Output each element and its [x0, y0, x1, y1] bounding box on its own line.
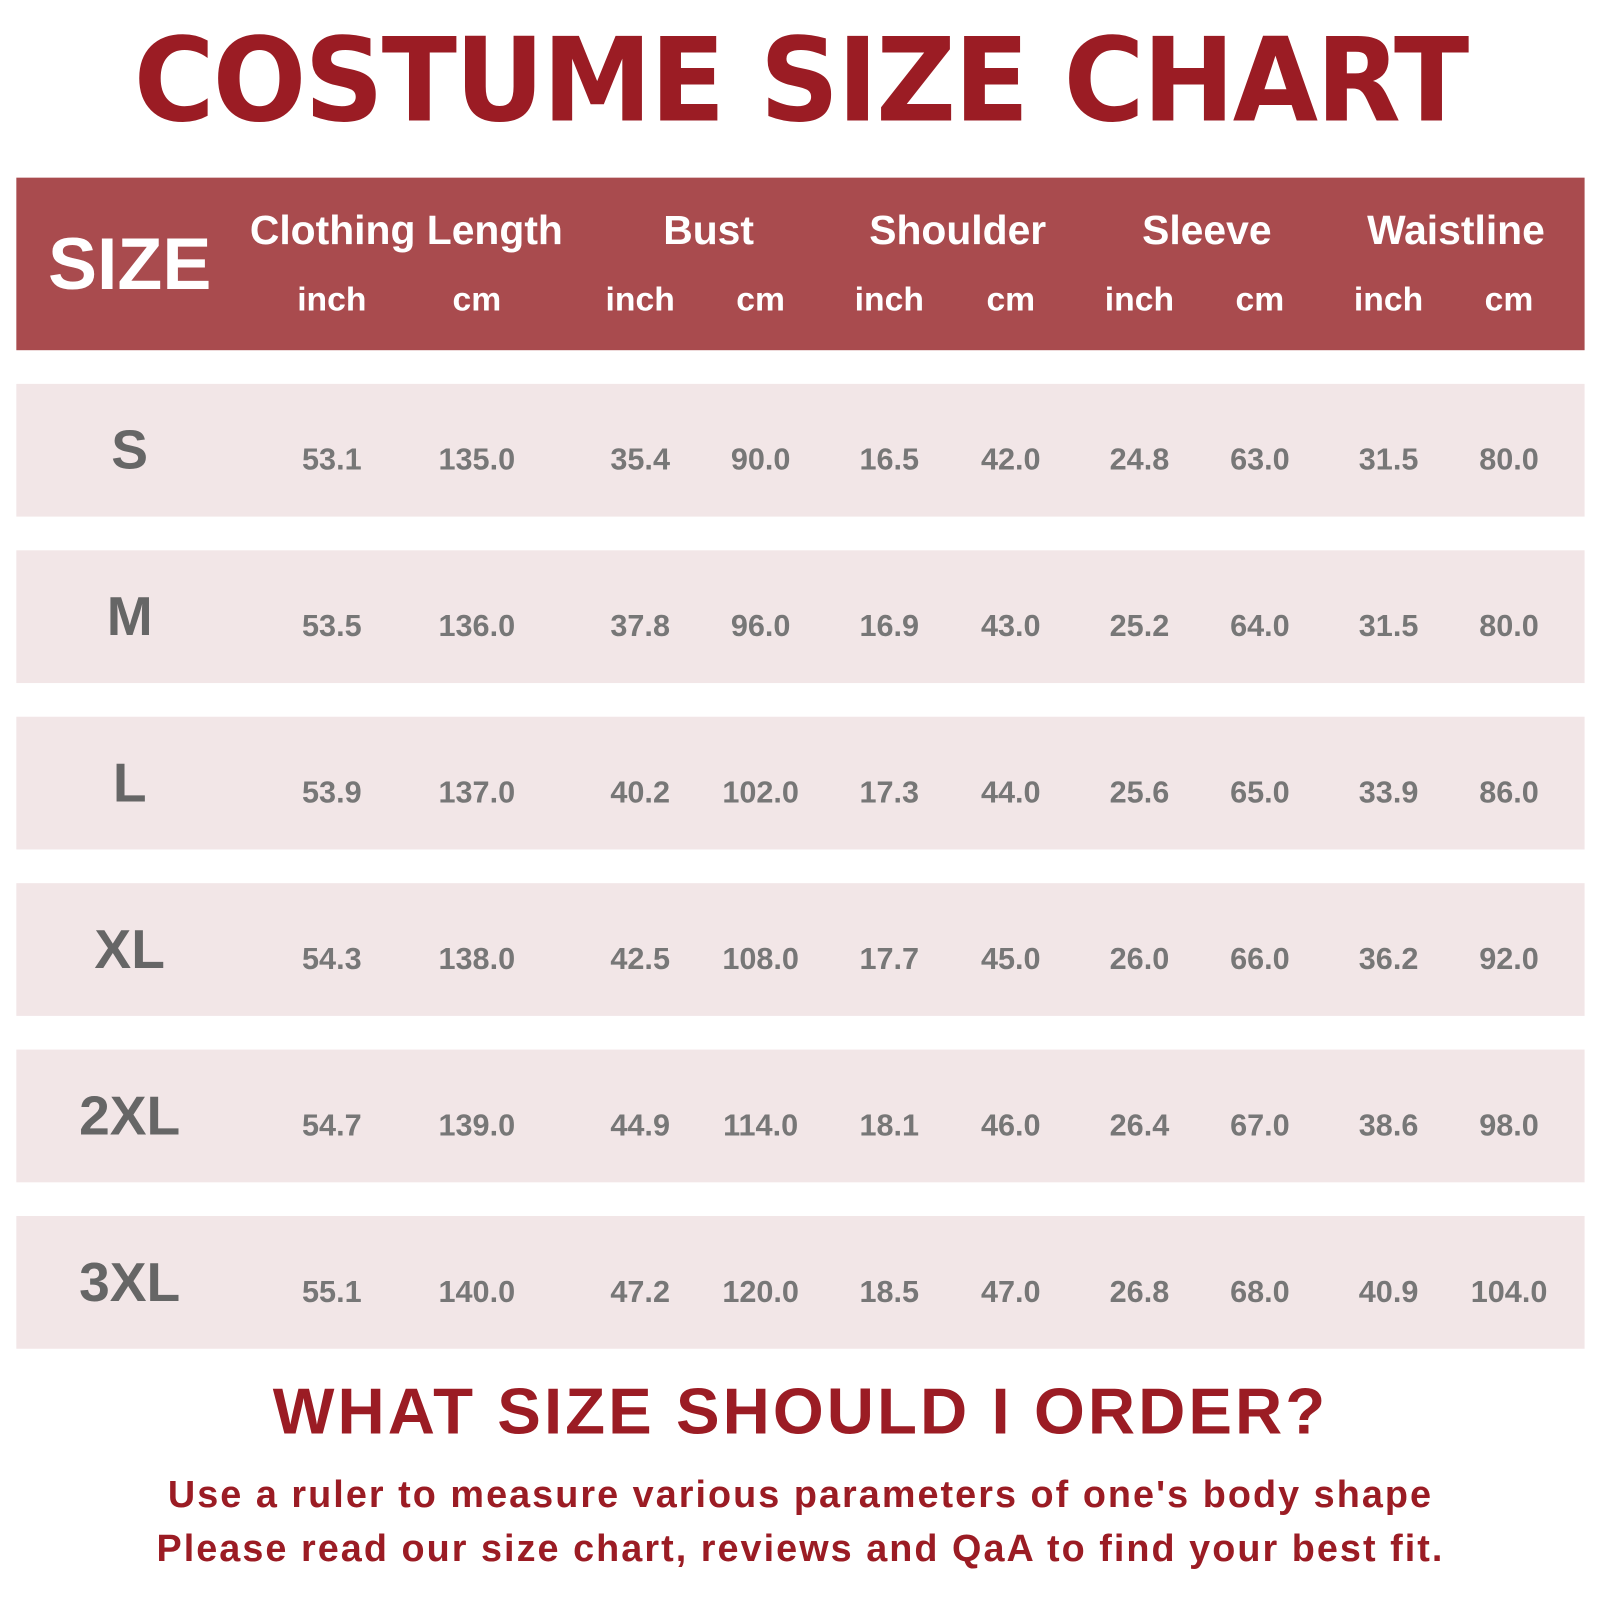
- size-label: S: [111, 419, 149, 481]
- size-label: 3XL: [79, 1251, 181, 1314]
- column-group-header: Sleeve: [1142, 208, 1272, 254]
- table-cell: 53.5: [302, 609, 362, 644]
- table-cell: 43.0: [980, 609, 1041, 644]
- table-cell: 68.0: [1230, 1275, 1290, 1309]
- table-cell: 17.7: [859, 942, 920, 977]
- table-cell: 120.0: [722, 1275, 799, 1309]
- table-cell: 18.1: [859, 1108, 920, 1143]
- table-cell: 102.0: [722, 775, 799, 810]
- table-row: XL 54.3 138.0 42.5 108.0 17.7 45.0 26.0 66.0 36.2…: [16, 883, 1585, 1016]
- unit-header-inch: inch: [1104, 279, 1175, 318]
- table-cell: 16.5: [859, 443, 920, 477]
- table-cell: 31.5: [1358, 609, 1419, 644]
- table-row: L 53.9 137.0 40.2 102.0 17.3 44.0 25.6 65.0 33.9 8…: [16, 716, 1585, 850]
- table-cell: 86.0: [1479, 775, 1539, 810]
- table-cell: 25.2: [1109, 609, 1170, 644]
- unit-header-inch: inch: [297, 279, 367, 318]
- table-cell: 47.0: [980, 1275, 1041, 1309]
- table-cell: 92.0: [1479, 942, 1539, 977]
- table-row: 2XL 54.7 139.0 44.9 114.0 18.1 46.0 26.4 67.0 38.…: [16, 1049, 1585, 1183]
- column-group-header: Shoulder: [869, 208, 1047, 254]
- table-cell: 16.9: [859, 609, 920, 644]
- table-row: 3XL 55.1 140.0 47.2 120.0 18.5 47.0 26.8 68.0 40.…: [16, 1216, 1585, 1349]
- table-cell: 54.7: [302, 1108, 362, 1143]
- table-cell: 63.0: [1230, 443, 1290, 477]
- table-cell: 137.0: [438, 775, 516, 810]
- table-cell: 108.0: [722, 942, 799, 977]
- table-cell: 53.1: [302, 443, 362, 477]
- column-group-header: Bust: [663, 208, 754, 254]
- table-cell: 24.8: [1109, 443, 1170, 477]
- unit-header-inch: inch: [1353, 279, 1424, 318]
- unit-header-cm: cm: [1235, 279, 1285, 318]
- table-cell: 26.4: [1109, 1108, 1170, 1143]
- table-cell: 38.6: [1358, 1108, 1419, 1143]
- table-cell: 66.0: [1230, 942, 1290, 977]
- table-cell: 18.5: [859, 1275, 920, 1309]
- table-cell: 135.0: [438, 443, 516, 477]
- table-cell: 40.9: [1358, 1275, 1419, 1309]
- unit-header-cm: cm: [986, 279, 1036, 318]
- unit-header-cm: cm: [736, 279, 785, 318]
- table-cell: 44.0: [980, 775, 1041, 810]
- table-cell: 64.0: [1230, 609, 1290, 644]
- table-cell: 42.0: [980, 443, 1041, 477]
- size-label: L: [112, 752, 147, 814]
- size-label: 2XL: [79, 1085, 181, 1147]
- table-cell: 67.0: [1230, 1108, 1290, 1143]
- table-cell: 54.3: [302, 942, 362, 977]
- size-label: M: [106, 586, 153, 648]
- table-cell: 114.0: [723, 1108, 799, 1143]
- table-cell: 35.4: [610, 443, 670, 477]
- table-cell: 80.0: [1479, 443, 1539, 477]
- table-cell: 26.0: [1109, 942, 1170, 977]
- table-cell: 25.6: [1109, 775, 1170, 810]
- table-cell: 26.8: [1109, 1275, 1170, 1309]
- table-cell: 31.5: [1358, 443, 1419, 477]
- table-cell: 44.9: [610, 1108, 670, 1143]
- table-cell: 80.0: [1479, 609, 1539, 644]
- table-cell: 139.0: [438, 1108, 516, 1143]
- column-group-header: Waistline: [1367, 208, 1545, 254]
- table-cell: 55.1: [302, 1275, 362, 1309]
- table-cell: 45.0: [980, 942, 1041, 977]
- unit-header-cm: cm: [452, 279, 502, 318]
- table-cell: 53.9: [302, 775, 362, 810]
- table-cell: 42.5: [610, 942, 670, 977]
- table-row: S 53.1 135.0 35.4 90.0 16.5 42.0 24.8 63.0 31.5 80…: [16, 383, 1585, 517]
- table-cell: 138.0: [438, 942, 516, 977]
- size-column-header: SIZE: [47, 223, 212, 306]
- measure-instruction: Use a ruler to measure various parameter…: [167, 1473, 1434, 1516]
- unit-header-inch: inch: [854, 279, 924, 318]
- table-cell: 17.3: [859, 775, 920, 810]
- table-cell: 96.0: [730, 609, 791, 644]
- table-cell: 98.0: [1479, 1108, 1539, 1143]
- table-cell: 33.9: [1358, 775, 1419, 810]
- table-row: M 53.5 136.0 37.8 96.0 16.9 43.0 25.2 64.0 31.5 80…: [16, 550, 1585, 684]
- table-cell: 46.0: [980, 1108, 1041, 1143]
- table-cell: 90.0: [730, 443, 791, 477]
- table-cell: 40.2: [610, 775, 670, 810]
- size-label: XL: [94, 918, 165, 981]
- order-question: WHAT SIZE SHOULD I ORDER?: [272, 1374, 1329, 1448]
- chart-title: COSTUME SIZE CHART: [133, 14, 1469, 149]
- table-cell: 37.8: [610, 609, 670, 644]
- unit-header-inch: inch: [605, 279, 675, 318]
- table-cell: 65.0: [1230, 775, 1290, 810]
- table-cell: 36.2: [1358, 942, 1419, 977]
- table-header: SIZE Clothing Length inch cm Bust inch cm Shou…: [16, 177, 1585, 351]
- table-cell: 140.0: [438, 1275, 516, 1309]
- column-group-header: Clothing Length: [249, 208, 563, 254]
- unit-header-cm: cm: [1484, 279, 1534, 318]
- table-cell: 104.0: [1470, 1275, 1548, 1309]
- fit-instruction: Please read our size chart, reviews and …: [156, 1527, 1445, 1570]
- table-cell: 47.2: [610, 1275, 670, 1309]
- table-cell: 136.0: [438, 609, 516, 644]
